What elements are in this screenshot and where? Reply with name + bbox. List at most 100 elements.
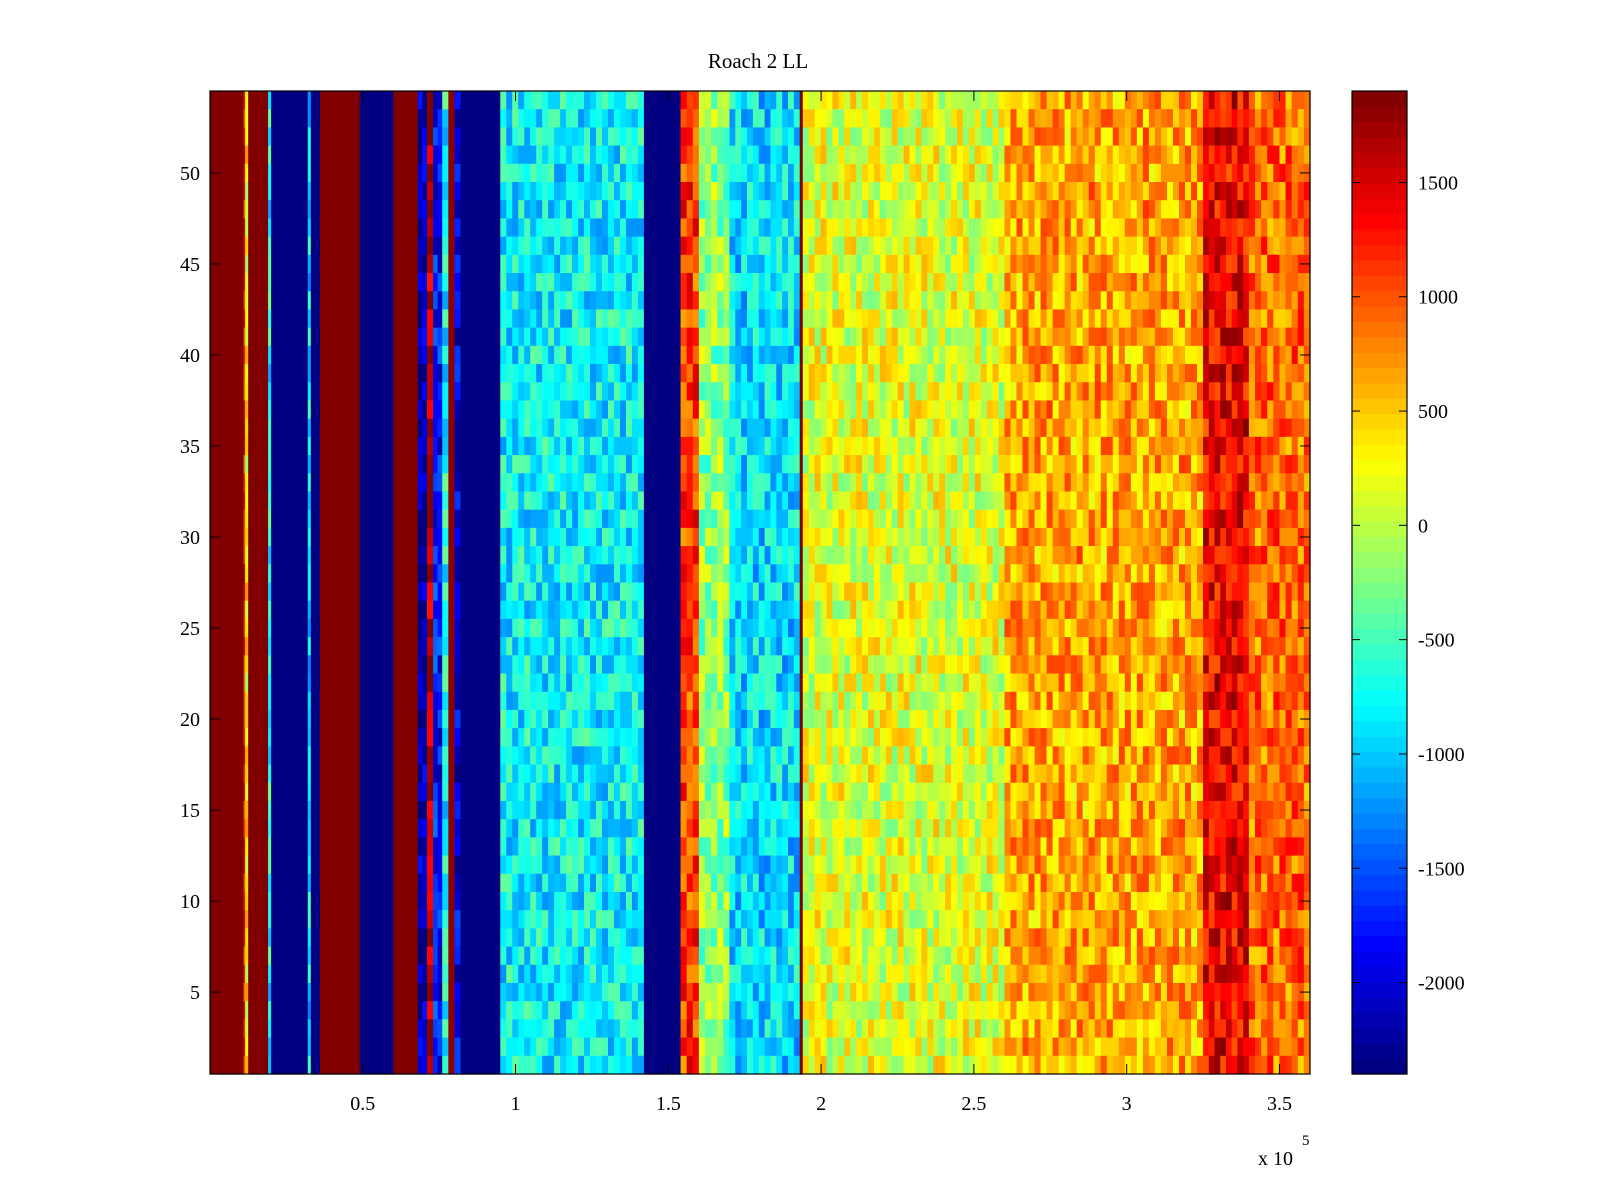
heatmap-cell — [945, 655, 952, 675]
heatmap-cell — [637, 582, 645, 602]
heatmap-cell — [856, 709, 863, 729]
heatmap-cell — [271, 546, 309, 565]
heatmap-cell — [764, 728, 772, 747]
heatmap-cell — [243, 600, 246, 620]
heatmap-cell — [799, 1055, 804, 1075]
heatmap-cell — [741, 709, 748, 729]
heatmap-cell — [705, 800, 712, 820]
heatmap-cell — [422, 382, 428, 402]
heatmap-cell — [752, 527, 760, 547]
heatmap-cell — [643, 837, 682, 857]
heatmap-cell — [566, 491, 573, 511]
heatmap-cell — [637, 473, 645, 493]
heatmap-cell — [873, 473, 881, 493]
heatmap-cell — [951, 127, 958, 147]
heatmap-cell — [417, 1019, 423, 1039]
heatmap-cell — [524, 910, 531, 929]
heatmap-cell — [536, 1055, 543, 1075]
heatmap-cell — [500, 436, 507, 456]
heatmap-cell — [782, 837, 789, 857]
heatmap-cell — [802, 418, 810, 438]
heatmap-cell — [903, 345, 911, 365]
heatmap-cell — [631, 254, 639, 274]
heatmap-cell — [856, 400, 863, 420]
heatmap-cell — [752, 273, 760, 292]
heatmap-cell — [909, 455, 917, 474]
heatmap-cell — [735, 819, 742, 838]
heatmap-cell — [542, 928, 549, 948]
heatmap-cell — [542, 455, 549, 474]
heatmap-cell — [560, 1037, 567, 1057]
heatmap-cell — [307, 655, 312, 675]
heatmap-cell — [933, 546, 940, 565]
heatmap-cell — [844, 837, 851, 857]
heatmap-cell — [566, 509, 573, 529]
heatmap-cell — [536, 127, 543, 147]
heatmap-cell — [844, 273, 851, 292]
heatmap-cell — [945, 800, 952, 820]
heatmap-cell — [826, 273, 834, 292]
heatmap-cell — [729, 1037, 736, 1057]
heatmap-cell — [826, 637, 834, 656]
heatmap-cell — [962, 491, 970, 511]
heatmap-cell — [832, 91, 839, 110]
heatmap-cell — [500, 618, 507, 638]
heatmap-cell — [915, 691, 922, 711]
heatmap-cell — [968, 163, 976, 183]
heatmap-cell — [590, 527, 597, 547]
heatmap-cell — [686, 291, 694, 311]
heatmap-cell — [814, 800, 822, 820]
heatmap-cell — [307, 1055, 312, 1075]
heatmap-cell — [631, 491, 639, 511]
heatmap-cell — [686, 400, 694, 420]
heatmap-cell — [442, 928, 449, 948]
heatmap-cell — [838, 218, 845, 238]
heatmap-cell — [692, 655, 700, 675]
heatmap-cell — [711, 345, 718, 365]
heatmap-cell — [903, 109, 911, 128]
heatmap-cell — [799, 782, 804, 802]
heatmap-cell — [590, 163, 597, 183]
heatmap-cell — [524, 746, 531, 766]
heatmap-cell — [758, 673, 766, 693]
heatmap-cell — [885, 418, 893, 438]
heatmap-cell — [310, 764, 321, 784]
heatmap-cell — [752, 491, 760, 511]
heatmap-cell — [885, 327, 893, 347]
heatmap-cell — [986, 109, 994, 128]
heatmap-cell — [607, 800, 615, 820]
heatmap-cell — [417, 218, 423, 238]
heatmap-cell — [680, 1001, 688, 1020]
heatmap-cell — [422, 855, 428, 875]
heatmap-cell — [799, 800, 804, 820]
heatmap-cell — [548, 982, 555, 1002]
heatmap-cell — [248, 1037, 269, 1057]
heatmap-cell — [752, 546, 760, 565]
heatmap-cell — [974, 746, 982, 766]
heatmap-cell — [602, 327, 609, 347]
heatmap-cell — [974, 600, 982, 620]
heatmap-cell — [437, 855, 443, 875]
heatmap-cell — [613, 691, 621, 711]
heatmap-cell — [530, 400, 537, 420]
heatmap-cell — [542, 637, 549, 656]
heatmap-cell — [442, 600, 449, 620]
heatmap-cell — [271, 382, 309, 402]
heatmap-cell — [933, 236, 940, 256]
heatmap-cell — [838, 163, 845, 183]
heatmap-cell — [310, 473, 321, 493]
heatmap-cell — [770, 436, 777, 456]
heatmap-cell — [210, 855, 245, 875]
heatmap-band — [433, 91, 443, 1075]
heatmap-cell — [729, 600, 736, 620]
heatmap-cell — [554, 600, 561, 620]
heatmap-cell — [566, 946, 573, 966]
heatmap-cell — [729, 655, 736, 675]
heatmap-cell — [643, 946, 682, 966]
heatmap-cell — [359, 764, 394, 784]
heatmap-cell — [512, 182, 519, 201]
heatmap-cell — [808, 691, 816, 711]
heatmap-cell — [590, 564, 597, 584]
heatmap-cell — [692, 600, 700, 620]
heatmap-cell — [506, 728, 513, 747]
